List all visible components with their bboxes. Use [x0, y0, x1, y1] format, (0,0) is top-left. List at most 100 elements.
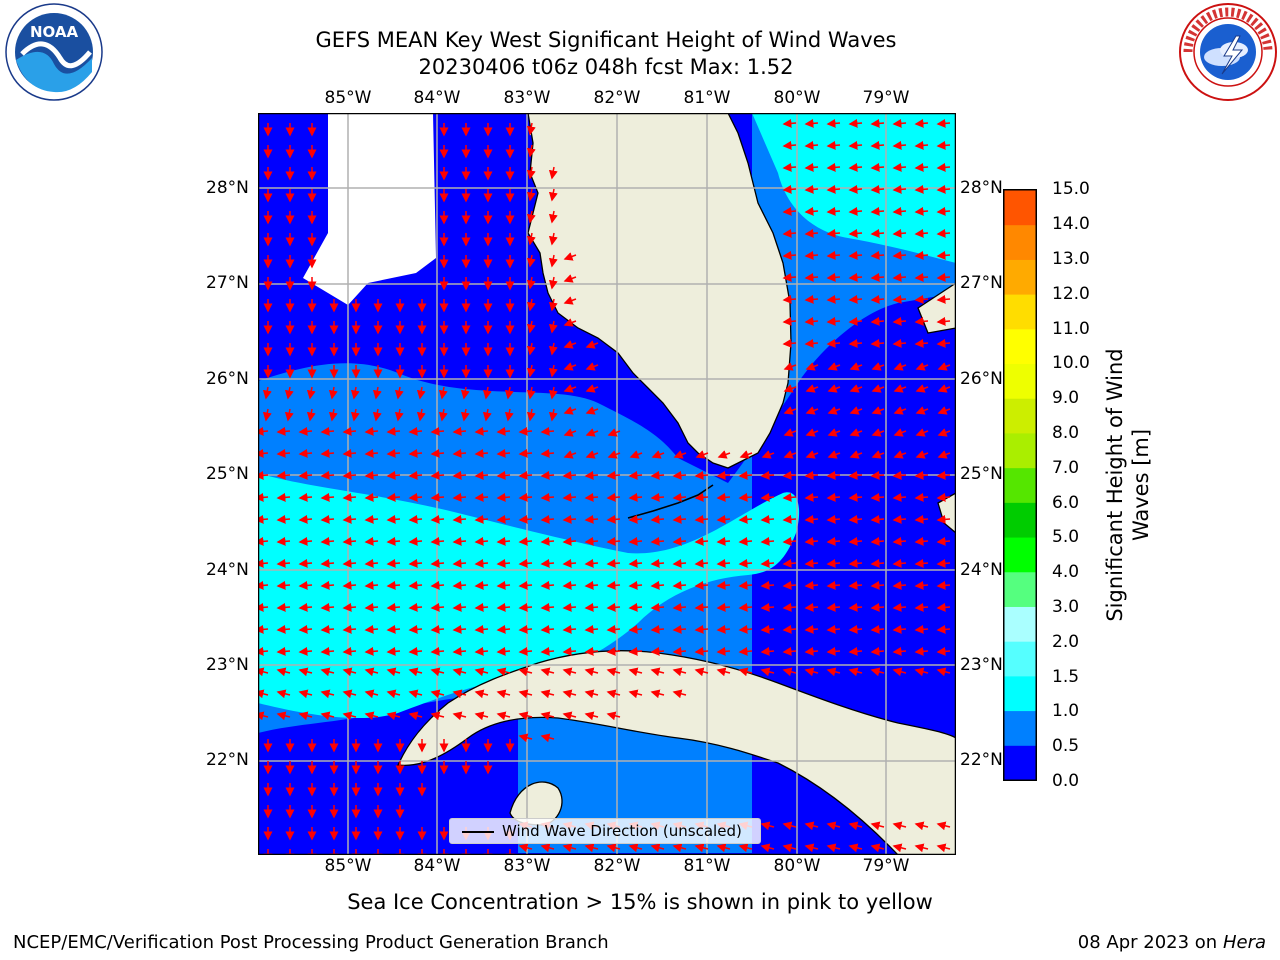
wave-direction-arrow: [563, 340, 577, 349]
wave-direction-arrow: [826, 338, 841, 348]
wave-direction-arrow: [672, 514, 687, 524]
wave-direction-arrow: [650, 624, 665, 634]
wave-direction-arrow: [936, 821, 951, 831]
wave-direction-arrow: [783, 450, 797, 459]
wave-direction-arrow: [518, 558, 533, 568]
wave-direction-arrow: [892, 294, 907, 304]
wave-direction-arrow: [870, 602, 885, 612]
wave-direction-arrow: [848, 228, 863, 238]
wave-direction-arrow: [849, 362, 863, 371]
wave-direction-arrow: [606, 558, 621, 568]
colorbar-band: [1004, 224, 1036, 260]
wave-direction-arrow: [526, 386, 536, 400]
wave-direction-arrow: [738, 514, 753, 524]
wave-direction-arrow: [386, 667, 401, 677]
wave-direction-arrow: [474, 580, 489, 590]
wave-direction-arrow: [526, 166, 536, 180]
wave-direction-arrow: [474, 646, 489, 656]
wave-direction-arrow: [526, 254, 536, 268]
wave-direction-arrow: [628, 558, 643, 568]
wave-direction-arrow: [893, 428, 907, 437]
wave-direction-arrow: [548, 298, 558, 312]
wave-direction-arrow: [342, 492, 357, 502]
wave-direction-arrow: [342, 426, 357, 436]
wave-direction-arrow: [320, 624, 335, 634]
colorbar-band: [1004, 328, 1036, 365]
colorbar-tick: 4.0: [1052, 562, 1080, 582]
wave-direction-arrow: [804, 580, 819, 590]
wave-direction-arrow: [540, 514, 555, 524]
wave-direction-arrow: [518, 602, 533, 612]
wave-direction-arrow: [342, 624, 357, 634]
lon-label-top: 79°W: [862, 88, 910, 108]
wave-direction-arrow: [298, 514, 313, 524]
lat-label-right: 26°N: [960, 369, 1003, 389]
wave-direction-arrow: [364, 624, 379, 634]
wave-direction-arrow: [540, 426, 555, 436]
colorbar-band: [1004, 641, 1036, 677]
wave-direction-arrow: [914, 646, 929, 656]
wave-direction-arrow: [364, 667, 379, 677]
wave-direction-arrow: [826, 470, 841, 480]
wave-direction-arrow: [408, 448, 423, 458]
wave-direction-arrow: [526, 364, 536, 378]
wave-direction-arrow: [871, 384, 885, 393]
wave-direction-arrow: [298, 426, 313, 436]
wave-direction-arrow: [526, 276, 536, 290]
wave-direction-arrow: [915, 362, 929, 371]
wave-direction-arrow: [870, 470, 885, 480]
wave-direction-arrow: [782, 667, 797, 677]
wave-direction-arrow: [914, 118, 929, 128]
lon-label-top: 80°W: [773, 88, 821, 108]
colorbar-band: [1004, 294, 1036, 330]
wave-direction-arrow: [650, 843, 665, 853]
wave-direction-arrow: [563, 318, 577, 327]
wave-direction-arrow: [914, 514, 929, 524]
wave-direction-arrow: [826, 514, 841, 524]
wave-direction-arrow: [805, 450, 819, 459]
wave-direction-arrow: [629, 450, 643, 459]
lon-label-top: 81°W: [683, 88, 731, 108]
wave-direction-arrow: [914, 338, 929, 348]
wave-direction-arrow: [562, 624, 577, 634]
wave-direction-arrow: [782, 536, 797, 546]
wave-direction-arrow: [870, 140, 885, 150]
wave-direction-arrow: [584, 492, 599, 502]
wave-direction-arrow: [782, 470, 797, 480]
wave-direction-arrow: [848, 843, 863, 853]
wave-direction-arrow: [518, 536, 533, 546]
wave-direction-arrow: [540, 667, 555, 677]
wave-direction-arrow: [430, 426, 445, 436]
wave-direction-arrow: [826, 536, 841, 546]
wave-direction-arrow: [694, 602, 709, 612]
wave-direction-arrow: [849, 406, 863, 415]
wave-direction-arrow: [496, 536, 511, 546]
wave-direction-arrow: [394, 408, 404, 422]
wave-direction-arrow: [782, 294, 797, 304]
wave-direction-arrow: [870, 228, 885, 238]
wave-direction-arrow: [548, 254, 558, 268]
wave-direction-arrow: [760, 536, 775, 546]
wave-direction-arrow: [936, 162, 951, 172]
wave-direction-arrow: [782, 316, 797, 326]
wave-direction-arrow: [563, 450, 577, 459]
wave-direction-arrow: [694, 492, 709, 502]
wave-direction-arrow: [826, 228, 841, 238]
wave-direction-arrow: [606, 667, 621, 677]
wave-direction-arrow: [258, 624, 269, 634]
wave-direction-arrow: [606, 470, 621, 480]
wave-zone-cyan: [258, 473, 800, 719]
map-legend: Wind Wave Direction (unscaled): [449, 818, 761, 844]
wave-direction-arrow: [804, 294, 819, 304]
wave-direction-arrow: [871, 428, 885, 437]
wave-direction-arrow: [716, 843, 731, 853]
wave-direction-arrow: [606, 580, 621, 590]
wave-direction-arrow: [276, 536, 291, 546]
wave-direction-arrow: [474, 689, 489, 699]
wave-zone-dark-east: [873, 398, 956, 673]
wave-direction-arrow: [870, 580, 885, 590]
wave-direction-arrow: [386, 711, 401, 721]
wave-direction-arrow: [761, 450, 775, 459]
wave-direction-arrow: [563, 384, 577, 393]
wave-direction-arrow: [892, 646, 907, 656]
